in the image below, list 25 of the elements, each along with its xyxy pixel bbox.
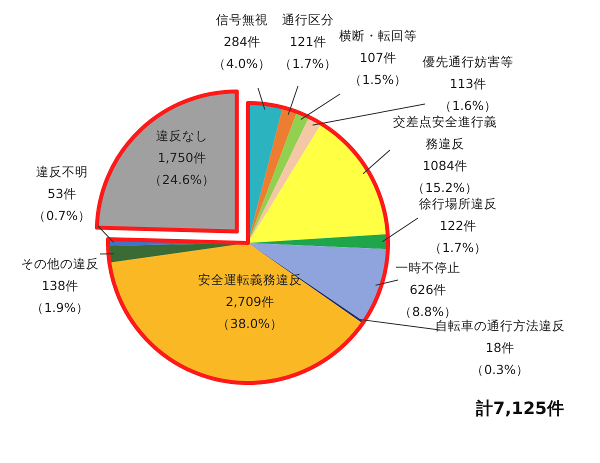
slice-label: その他の違反: [21, 256, 99, 271]
data-label: 53件（0.7%）: [33, 186, 91, 223]
data-label: 107件（1.5%）: [349, 50, 407, 87]
data-label: 18件（0.3%）: [471, 340, 529, 377]
data-label: 138件（1.9%）: [31, 278, 89, 315]
data-label: 1,750件（24.6%）: [149, 150, 215, 187]
slice-label: 通行区分: [282, 12, 334, 27]
slice-label: 自転車の通行方法違反: [435, 318, 565, 333]
slice-label: 徐行場所違反: [419, 196, 497, 211]
data-label: 1084件（15.2%）: [412, 158, 478, 195]
slice-label: 一時不停止: [396, 260, 460, 275]
data-label: 113件（1.6%）: [439, 76, 497, 113]
data-label: 284件（4.0%）: [213, 34, 271, 71]
data-label: 121件（1.7%）: [279, 34, 337, 71]
text: 計7,125件: [475, 399, 564, 419]
slice-label: 優先通行妨害等: [422, 54, 514, 69]
slice-label: 違反不明: [36, 164, 88, 179]
slice-label: 交差点安全進行義務違反: [393, 114, 497, 151]
data-label: 2,709件（38.0%）: [217, 294, 283, 331]
data-label: 626件（8.8%）: [399, 282, 457, 319]
slice-label: 違反なし: [156, 128, 208, 143]
slice-label: 横断・転回等: [339, 28, 417, 43]
slice-label: 信号無視: [216, 12, 268, 27]
data-label: 122件（1.7%）: [429, 218, 487, 255]
slice-label: 安全運転義務違反: [198, 272, 302, 287]
